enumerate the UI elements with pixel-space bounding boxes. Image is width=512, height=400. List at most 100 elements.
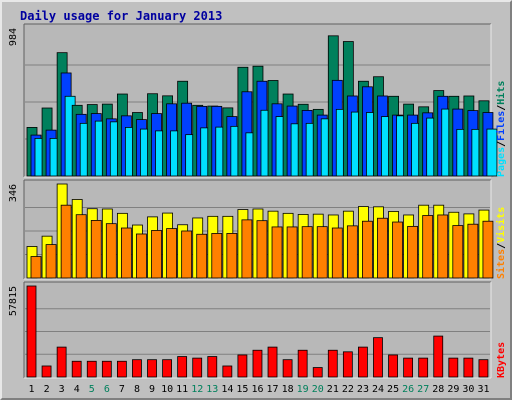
x-tick-label: 3: [59, 384, 65, 395]
x-tick-label: 27: [417, 384, 429, 395]
bar-kbytes-day-17: [267, 346, 278, 378]
bar-sites-day-21: [331, 227, 343, 279]
bar-sites-day-1: [30, 256, 42, 279]
x-tick-label: 11: [176, 384, 188, 395]
bar-kbytes-day-14: [222, 365, 233, 378]
bar-sites-day-9: [151, 230, 162, 279]
bar-kbytes-day-6: [101, 360, 112, 378]
x-tick-label: 8: [134, 384, 140, 395]
x-tick-label: 5: [89, 384, 95, 395]
y-max-label: 984: [8, 28, 19, 46]
bar-kbytes-day-28: [433, 335, 444, 378]
x-tick-label: 2: [44, 384, 50, 395]
bar-sites-day-18: [286, 226, 298, 279]
x-tick-label: 9: [149, 384, 155, 395]
bar-kbytes-day-1: [26, 285, 37, 378]
x-tick-label: 30: [462, 384, 474, 395]
bar-sites-day-25: [392, 221, 403, 279]
bar-sites-day-14: [226, 233, 238, 279]
bar-sites-day-4: [75, 214, 87, 279]
legend-visits: Sites/Visits: [495, 207, 507, 279]
bar-pages-day-31: [486, 128, 498, 177]
bar-kbytes-day-31: [478, 359, 489, 378]
bar-kbytes-day-19: [297, 349, 308, 378]
bar-kbytes-day-7: [116, 360, 127, 378]
x-tick-label: 4: [74, 384, 80, 395]
x-tick-label: 6: [104, 384, 110, 395]
panel-visits: 346 Sites/Visits: [8, 179, 507, 280]
x-tick-label: 12: [191, 384, 203, 395]
bar-kbytes-day-22: [342, 351, 353, 378]
legend-entry: Visits: [495, 207, 507, 243]
legend-entry: /: [496, 141, 507, 147]
x-tick-label: 31: [477, 384, 489, 395]
x-tick-label: 15: [236, 384, 248, 395]
bar-kbytes-day-9: [147, 359, 157, 378]
legend-entry: /: [496, 105, 507, 111]
bar-sites-day-31: [482, 220, 494, 279]
bar-sites-day-23: [362, 220, 373, 279]
x-tick-label: 10: [161, 384, 173, 395]
bar-kbytes-day-27: [418, 357, 429, 378]
legend-entry: Sites: [495, 249, 507, 279]
y-max-label: 346: [8, 184, 19, 202]
bar-sites-day-30: [467, 223, 479, 279]
bar-kbytes-day-13: [207, 356, 218, 378]
legend-entry: Files: [495, 111, 507, 141]
x-tick-label: 25: [387, 384, 399, 395]
x-tick-label: 22: [342, 384, 354, 395]
bar-kbytes-day-3: [56, 346, 67, 378]
bar-sites-day-15: [241, 219, 253, 279]
bar-kbytes-day-8: [132, 359, 142, 378]
bar-sites-day-24: [377, 217, 388, 279]
legend-entry: /: [496, 243, 507, 249]
bar-sites-day-3: [60, 204, 72, 279]
x-tick-label: 21: [327, 384, 339, 395]
x-tick-label: 29: [447, 384, 459, 395]
bar-sites-day-7: [120, 227, 132, 279]
bar-sites-day-16: [256, 220, 268, 279]
bar-sites-day-26: [407, 225, 419, 279]
bar-kbytes-day-20: [312, 367, 323, 378]
bar-kbytes-day-2: [41, 365, 52, 378]
x-tick-label: 14: [221, 384, 233, 395]
bar-kbytes-day-21: [327, 349, 338, 378]
x-tick-label: 26: [402, 384, 414, 395]
bar-sites-day-8: [136, 233, 147, 279]
bar-kbytes-day-29: [448, 357, 459, 378]
bar-kbytes-day-4: [71, 360, 82, 378]
bar-kbytes-day-12: [192, 357, 203, 378]
bar-sites-day-6: [105, 223, 117, 279]
bar-kbytes-day-24: [373, 337, 383, 378]
legend-kbytes: KBytes: [496, 342, 507, 378]
legend-entry: KBytes: [496, 342, 507, 378]
bar-kbytes-day-26: [403, 357, 414, 378]
bar-sites-day-20: [316, 226, 328, 279]
bar-kbytes-day-10: [162, 359, 172, 378]
bar-sites-day-22: [346, 225, 358, 279]
bar-sites-day-12: [196, 233, 208, 279]
bar-kbytes-day-18: [282, 359, 293, 378]
bar-kbytes-day-11: [177, 356, 188, 378]
bar-sites-day-2: [45, 244, 57, 279]
x-tick-label: 19: [297, 384, 309, 395]
x-tick-label: 28: [432, 384, 444, 395]
bar-kbytes-day-15: [237, 354, 248, 378]
bar-kbytes-day-25: [388, 354, 398, 378]
bar-sites-day-17: [271, 226, 283, 279]
x-tick-label: 1: [29, 384, 35, 395]
chart-title: Daily usage for January 2013: [20, 9, 222, 23]
x-tick-label: 20: [312, 384, 324, 395]
x-tick-label: 23: [357, 384, 369, 395]
legend-entry: Pages: [496, 147, 507, 177]
bar-sites-day-27: [422, 215, 434, 279]
x-tick-label: 24: [372, 384, 384, 395]
bar-sites-day-19: [301, 226, 313, 279]
legend-entry: Hits: [495, 81, 507, 105]
x-tick-label: 16: [251, 384, 263, 395]
x-tick-label: 13: [206, 384, 218, 395]
bar-sites-day-28: [437, 214, 449, 279]
bar-sites-day-13: [211, 233, 223, 279]
bar-sites-day-10: [166, 228, 177, 279]
